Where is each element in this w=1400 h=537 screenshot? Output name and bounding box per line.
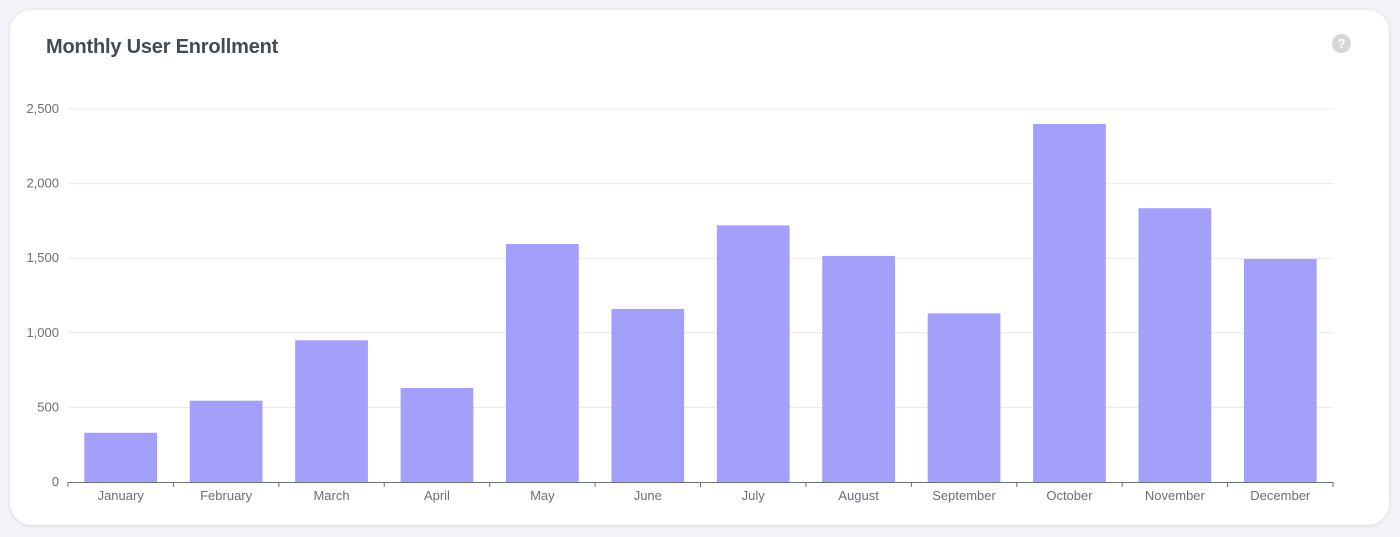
y-tick-label: 1,000 — [26, 325, 59, 340]
x-tick-label: May — [530, 488, 555, 503]
y-tick-label: 500 — [37, 399, 59, 414]
bar-may[interactable] — [506, 244, 579, 482]
bar-july[interactable] — [716, 225, 790, 482]
y-tick-label: 1,500 — [26, 250, 59, 265]
x-tick-label: December — [1250, 488, 1311, 503]
y-tick-label: 2,000 — [26, 176, 59, 191]
x-tick-label: April — [424, 488, 450, 503]
x-tick-label: August — [838, 488, 879, 503]
x-tick-label: September — [932, 488, 996, 503]
x-tick-label: February — [200, 488, 253, 503]
bar-march[interactable] — [295, 340, 368, 482]
bar-january[interactable] — [84, 432, 158, 482]
bars — [84, 123, 1317, 483]
x-axis-labels: January February March April May June July Augu… — [98, 488, 1311, 503]
x-tick-label: October — [1046, 488, 1093, 503]
bar-february[interactable] — [189, 400, 263, 482]
bar-october[interactable] — [1033, 123, 1106, 483]
help-icon[interactable]: ? — [1332, 34, 1351, 53]
bar-june[interactable] — [611, 308, 685, 482]
bar-august[interactable] — [822, 255, 895, 482]
y-tick-label: 0 — [52, 474, 59, 489]
bar-december[interactable] — [1243, 258, 1317, 482]
x-tick-label: June — [634, 488, 662, 503]
x-tick-label: July — [742, 488, 766, 503]
bar-september[interactable] — [927, 313, 1001, 482]
x-tick-label: January — [98, 488, 145, 503]
grid-lines — [68, 108, 1333, 408]
x-axis — [67, 482, 1334, 487]
bar-november[interactable] — [1138, 208, 1212, 482]
bar-april[interactable] — [400, 388, 474, 482]
x-tick-label: November — [1145, 488, 1206, 503]
y-tick-label: 2,500 — [26, 101, 59, 116]
x-tick-label: March — [313, 488, 349, 503]
y-axis-labels: 0 500 1,000 1,500 2,000 2,500 — [26, 101, 59, 489]
chart-title: Monthly User Enrollment — [46, 36, 279, 58]
